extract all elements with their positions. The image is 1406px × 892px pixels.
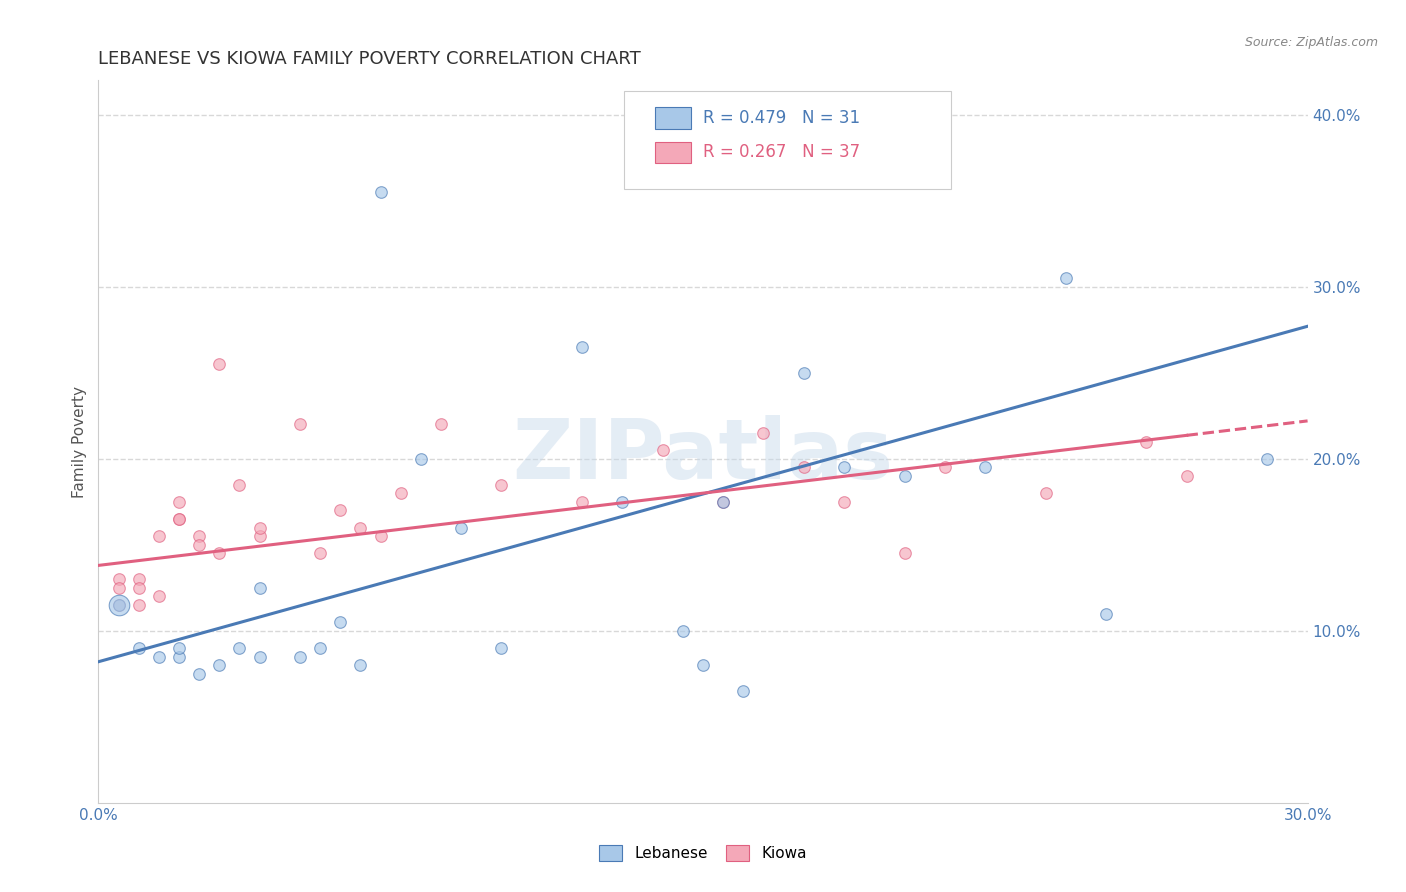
- Point: [370, 529, 392, 543]
- Point: [711, 494, 734, 508]
- Point: [188, 529, 211, 543]
- Point: [309, 546, 332, 560]
- Point: [832, 460, 855, 475]
- Point: [167, 512, 190, 526]
- Point: [329, 503, 352, 517]
- Point: [409, 451, 432, 466]
- Point: [1256, 451, 1278, 466]
- Point: [450, 520, 472, 534]
- Point: [571, 494, 593, 508]
- Legend: Lebanese, Kiowa: Lebanese, Kiowa: [593, 839, 813, 867]
- Point: [208, 546, 231, 560]
- Point: [167, 640, 190, 655]
- Point: [148, 649, 170, 664]
- Text: LEBANESE VS KIOWA FAMILY POVERTY CORRELATION CHART: LEBANESE VS KIOWA FAMILY POVERTY CORRELA…: [98, 50, 641, 68]
- Point: [249, 529, 271, 543]
- Point: [1135, 434, 1157, 449]
- Point: [107, 572, 129, 586]
- Point: [167, 649, 190, 664]
- Point: [249, 520, 271, 534]
- Point: [208, 357, 231, 371]
- Point: [128, 581, 150, 595]
- Point: [208, 658, 231, 673]
- Point: [148, 529, 170, 543]
- Point: [491, 477, 513, 491]
- Point: [167, 512, 190, 526]
- FancyBboxPatch shape: [624, 91, 950, 189]
- Point: [793, 460, 815, 475]
- Point: [309, 640, 332, 655]
- Point: [571, 340, 593, 354]
- Point: [228, 640, 250, 655]
- Point: [733, 684, 755, 698]
- Point: [107, 598, 129, 612]
- Point: [107, 598, 129, 612]
- Point: [612, 494, 634, 508]
- Point: [672, 624, 695, 638]
- Point: [793, 366, 815, 380]
- Point: [893, 546, 915, 560]
- Point: [249, 581, 271, 595]
- Point: [1175, 469, 1198, 483]
- Point: [1035, 486, 1057, 500]
- Point: [389, 486, 412, 500]
- FancyBboxPatch shape: [655, 107, 690, 128]
- Point: [832, 494, 855, 508]
- Y-axis label: Family Poverty: Family Poverty: [72, 385, 87, 498]
- Point: [288, 649, 311, 664]
- Point: [349, 658, 371, 673]
- Point: [974, 460, 997, 475]
- Point: [329, 615, 352, 630]
- Text: R = 0.479   N = 31: R = 0.479 N = 31: [703, 109, 860, 127]
- Text: ZIPatlas: ZIPatlas: [513, 416, 893, 497]
- Point: [1095, 607, 1118, 621]
- Point: [188, 666, 211, 681]
- Point: [167, 494, 190, 508]
- Point: [711, 494, 734, 508]
- Point: [349, 520, 371, 534]
- Point: [651, 443, 673, 458]
- Point: [128, 598, 150, 612]
- Point: [893, 469, 915, 483]
- Point: [128, 640, 150, 655]
- Point: [128, 572, 150, 586]
- Point: [228, 477, 250, 491]
- Point: [752, 425, 775, 440]
- Point: [430, 417, 453, 432]
- Point: [370, 185, 392, 199]
- Point: [249, 649, 271, 664]
- Point: [188, 538, 211, 552]
- Text: R = 0.267   N = 37: R = 0.267 N = 37: [703, 143, 860, 161]
- Point: [692, 658, 714, 673]
- Point: [107, 581, 129, 595]
- Point: [107, 598, 129, 612]
- Point: [288, 417, 311, 432]
- FancyBboxPatch shape: [655, 142, 690, 163]
- Text: Source: ZipAtlas.com: Source: ZipAtlas.com: [1244, 36, 1378, 49]
- Point: [1054, 271, 1077, 285]
- Point: [934, 460, 956, 475]
- Point: [491, 640, 513, 655]
- Point: [148, 590, 170, 604]
